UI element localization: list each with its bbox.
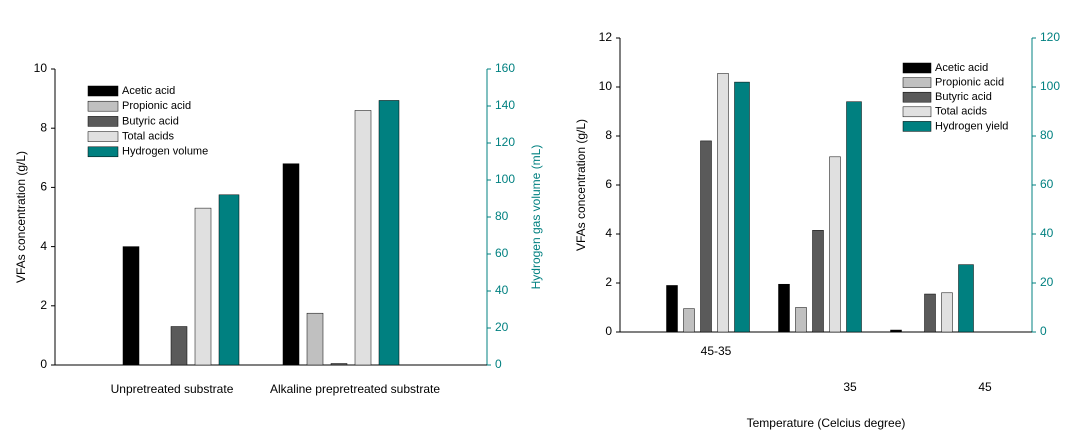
y-tick-label: 12 (599, 30, 613, 44)
y-axis-label: VFAs concentration (g/L) (14, 151, 28, 283)
legend-label: Acetic acid (122, 85, 175, 97)
legend-swatch (902, 121, 932, 132)
bar (683, 308, 695, 333)
legend-swatch (902, 106, 932, 118)
y2-tick-label: 0 (495, 357, 502, 371)
bar (122, 246, 140, 366)
legend-label: Total acids (122, 131, 174, 143)
y-tick-label: 2 (605, 275, 612, 289)
bar (924, 293, 936, 333)
legend-swatch (902, 62, 932, 74)
bar (829, 156, 841, 333)
legend-label: Butyric acid (935, 91, 992, 103)
bar (700, 140, 712, 333)
bar (194, 207, 212, 366)
legend-swatch (87, 85, 119, 97)
y-tick-label: 10 (599, 79, 613, 93)
legend-label: Hydrogen yield (935, 120, 1008, 132)
x-tick-label: 45 (978, 380, 992, 394)
legend-swatch (87, 146, 119, 158)
legend-label: Propionic acid (122, 100, 191, 112)
bar (890, 329, 902, 333)
y-axis-label: VFAs concentration (g/L) (574, 119, 588, 251)
x-axis-label: Temperature (Celcius degree) (747, 416, 906, 430)
y2-tick-label: 160 (495, 61, 515, 75)
bar (958, 264, 974, 333)
y2-axis-label: Hydrogen gas volume (mL) (529, 145, 543, 290)
x-tick-label: Unpretreated substrate (111, 382, 234, 396)
y2-tick-label: 20 (1040, 275, 1054, 289)
y-tick-label: 0 (40, 357, 47, 371)
legend-swatch (902, 91, 932, 103)
bar (170, 326, 188, 366)
y2-tick-label: 100 (1040, 79, 1060, 93)
y-tick-label: 6 (40, 180, 47, 194)
y-tick-label: 0 (605, 324, 612, 338)
legend-label: Hydrogen volume (122, 146, 208, 158)
y-tick-label: 4 (605, 226, 612, 240)
bar (717, 73, 729, 333)
x-tick-label: Alkaline prepretreated substrate (270, 382, 440, 396)
legend-swatch (87, 131, 119, 142)
bar (330, 363, 348, 366)
y2-tick-label: 80 (1040, 128, 1054, 142)
legend-label: Propionic acid (935, 77, 1004, 89)
y-tick-label: 8 (605, 128, 612, 142)
x-tick-label: 35 (843, 380, 857, 394)
y2-tick-label: 120 (1040, 30, 1060, 44)
legend-label: Butyric acid (122, 115, 179, 127)
bar (941, 292, 953, 333)
bar (306, 312, 324, 366)
y-tick-label: 4 (40, 239, 47, 253)
legend-swatch (902, 77, 932, 88)
bar (666, 285, 678, 333)
y-tick-label: 8 (40, 120, 47, 134)
x-tick-label: 45-35 (701, 344, 732, 358)
bar (778, 283, 790, 333)
bar (218, 194, 240, 366)
y2-tick-label: 60 (495, 246, 509, 260)
bar (378, 100, 400, 366)
bar (354, 110, 372, 366)
legend-swatch (87, 100, 119, 112)
bar (734, 81, 750, 333)
y2-tick-label: 40 (1040, 226, 1054, 240)
y-tick-label: 2 (40, 298, 47, 312)
legend-label: Total acids (935, 106, 987, 118)
y2-tick-label: 0 (1040, 324, 1047, 338)
legend-label: Acetic acid (935, 62, 988, 74)
y2-tick-label: 120 (495, 135, 515, 149)
y2-tick-label: 40 (495, 283, 509, 297)
bar (846, 101, 862, 333)
y2-tick-label: 100 (495, 172, 515, 186)
y-tick-label: 6 (605, 177, 612, 191)
bar (795, 307, 807, 333)
y2-tick-label: 80 (495, 209, 509, 223)
legend-swatch (87, 116, 119, 127)
y2-tick-label: 20 (495, 320, 509, 334)
bar (282, 163, 300, 366)
y-tick-label: 10 (34, 61, 48, 75)
y2-tick-label: 60 (1040, 177, 1054, 191)
bar (812, 230, 824, 333)
y2-tick-label: 140 (495, 98, 515, 112)
